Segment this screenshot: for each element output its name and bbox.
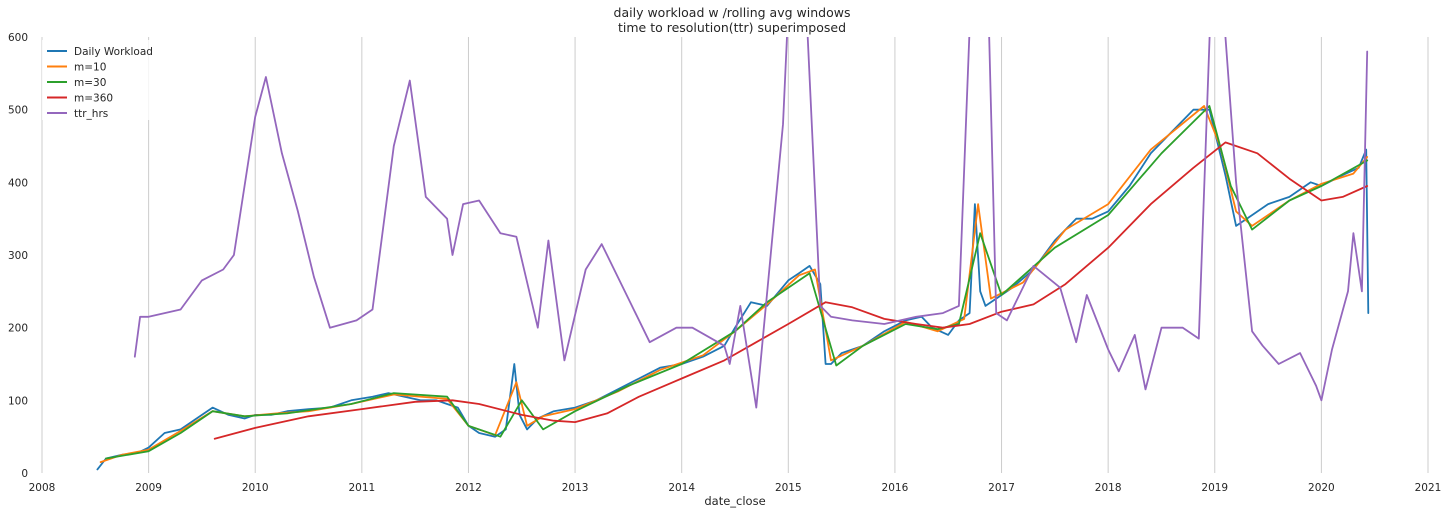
series-line-daily-workload — [96, 108, 1370, 471]
x-tick-label: 2018 — [1095, 482, 1122, 494]
x-tick-label: 2009 — [135, 482, 162, 494]
x-tick-label: 2014 — [668, 482, 695, 494]
series-line-m-360 — [213, 141, 1369, 440]
x-axis-label: date_close — [704, 494, 765, 508]
x-tick-label: 2008 — [29, 482, 56, 494]
grid-lines — [41, 37, 1429, 473]
legend-label: m=30 — [74, 77, 106, 89]
x-tick-label: 2021 — [1415, 482, 1442, 494]
legend: Daily Workload m=10 m=30 m=360 ttr_hrs — [42, 40, 154, 120]
series-line-m-10 — [99, 105, 1369, 464]
x-tick-label: 2019 — [1201, 482, 1228, 494]
legend-box — [42, 40, 154, 120]
x-tick-label: 2016 — [882, 482, 909, 494]
y-tick-label: 0 — [21, 468, 28, 480]
legend-label: ttr_hrs — [74, 108, 108, 120]
legend-label: m=360 — [74, 93, 113, 105]
x-tick-label: 2010 — [242, 482, 269, 494]
series-line-m-30 — [105, 105, 1369, 460]
legend-label: m=10 — [74, 62, 106, 74]
series-line-ttr-hrs — [133, 37, 1369, 409]
x-tick-label: 2011 — [348, 482, 375, 494]
y-tick-label: 300 — [8, 250, 28, 262]
x-tick-label: 2012 — [455, 482, 482, 494]
x-tick-label: 2013 — [562, 482, 589, 494]
y-tick-label: 600 — [8, 32, 28, 44]
chart-title-line2: time to resolution(ttr) superimposed — [618, 20, 846, 35]
legend-label: Daily Workload — [74, 46, 153, 58]
x-tick-label: 2020 — [1308, 482, 1335, 494]
series-layer — [96, 37, 1370, 471]
y-tick-label: 500 — [8, 105, 28, 117]
y-tick-label: 200 — [8, 323, 28, 335]
y-tick-labels: 0 100 200 300 400 500 600 — [8, 32, 28, 480]
x-tick-label: 2015 — [775, 482, 802, 494]
x-tick-label: 2017 — [988, 482, 1015, 494]
y-tick-label: 400 — [8, 177, 28, 189]
y-tick-label: 100 — [8, 395, 28, 407]
x-tick-labels: 2008 2009 2010 2011 2012 2013 2014 2015 2016 2017… — [29, 482, 1442, 494]
chart-title-line1: daily workload w /rolling avg windows — [614, 5, 851, 20]
